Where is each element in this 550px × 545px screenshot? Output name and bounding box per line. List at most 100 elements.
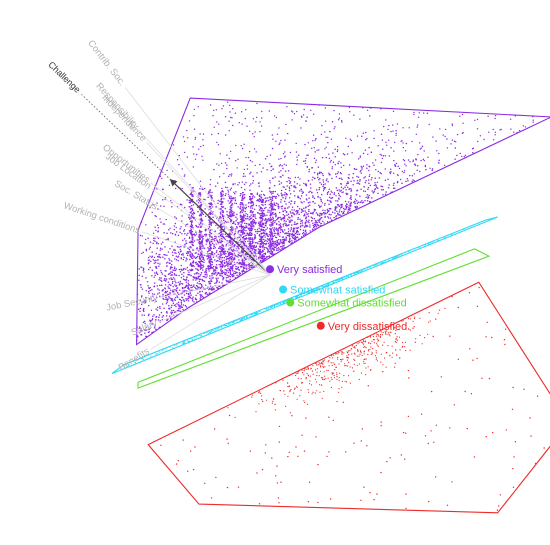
point-very-satisfied	[141, 252, 143, 255]
point-very-dissatisfied	[374, 355, 377, 357]
point-very-satisfied	[160, 277, 162, 279]
point-very-dissatisfied	[363, 362, 365, 364]
point-very-satisfied	[240, 223, 242, 226]
point-very-satisfied	[212, 256, 215, 259]
point-very-satisfied	[241, 204, 244, 206]
point-very-satisfied	[182, 308, 184, 311]
point-very-satisfied	[189, 246, 192, 248]
point-very-satisfied	[264, 253, 267, 255]
point-very-satisfied	[262, 249, 264, 251]
point-very-satisfied	[249, 159, 252, 162]
point-very-satisfied	[229, 275, 232, 278]
point-very-satisfied	[328, 203, 330, 206]
point-very-satisfied	[223, 252, 225, 254]
point-very-satisfied	[273, 230, 275, 233]
point-very-satisfied	[424, 164, 426, 167]
point-very-satisfied	[243, 226, 246, 229]
point-very-satisfied	[260, 210, 262, 212]
point-very-satisfied	[142, 251, 145, 254]
point-very-satisfied	[362, 107, 364, 109]
point-very-satisfied	[303, 182, 305, 185]
point-very-satisfied	[185, 292, 188, 295]
point-very-satisfied	[223, 172, 225, 175]
point-somewhat-satisfied	[370, 265, 372, 267]
point-very-satisfied	[185, 297, 187, 300]
point-very-dissatisfied	[332, 362, 334, 364]
point-very-satisfied	[483, 138, 485, 141]
point-very-satisfied	[245, 156, 247, 159]
point-very-satisfied	[199, 205, 202, 207]
point-very-satisfied	[230, 263, 232, 265]
point-very-satisfied	[446, 138, 448, 140]
point-very-satisfied	[371, 197, 373, 199]
point-very-satisfied	[239, 207, 241, 209]
point-very-satisfied	[175, 226, 177, 229]
point-very-satisfied	[217, 132, 220, 135]
point-very-satisfied	[334, 126, 336, 128]
point-very-satisfied	[183, 271, 185, 274]
point-very-satisfied	[347, 201, 350, 203]
point-very-satisfied	[322, 190, 325, 192]
point-very-satisfied	[249, 211, 252, 213]
point-very-satisfied	[232, 197, 234, 199]
point-very-satisfied	[172, 302, 175, 304]
point-very-satisfied	[309, 224, 311, 226]
point-somewhat-satisfied	[366, 267, 369, 269]
point-very-satisfied	[272, 235, 275, 237]
point-somewhat-satisfied	[182, 342, 184, 345]
point-very-satisfied	[351, 152, 353, 154]
point-very-satisfied	[300, 209, 303, 211]
point-very-satisfied	[157, 237, 160, 240]
point-very-satisfied	[218, 176, 221, 178]
point-very-satisfied	[270, 207, 273, 209]
point-very-satisfied	[170, 232, 172, 234]
point-very-satisfied	[148, 259, 151, 261]
point-very-satisfied	[210, 202, 212, 204]
point-very-dissatisfied	[361, 354, 363, 357]
point-very-satisfied	[388, 155, 391, 157]
point-very-satisfied	[153, 256, 156, 259]
point-very-satisfied	[174, 249, 177, 251]
point-very-satisfied	[266, 219, 268, 221]
point-very-satisfied	[182, 275, 185, 277]
point-very-satisfied	[380, 133, 383, 136]
point-somewhat-satisfied	[213, 331, 215, 333]
point-very-satisfied	[262, 260, 265, 262]
point-very-satisfied	[222, 193, 224, 196]
point-very-satisfied	[269, 209, 271, 212]
point-very-satisfied	[532, 121, 534, 123]
point-very-dissatisfied	[337, 353, 339, 355]
point-very-satisfied	[245, 245, 248, 248]
point-very-satisfied	[249, 197, 251, 199]
hull-somewhat-satisfied	[111, 216, 498, 375]
point-very-satisfied	[245, 206, 248, 209]
point-very-satisfied	[392, 187, 395, 189]
point-very-satisfied	[174, 180, 176, 182]
point-very-satisfied	[338, 198, 340, 200]
point-very-satisfied	[211, 191, 213, 194]
point-very-satisfied	[510, 128, 512, 130]
point-very-satisfied	[190, 241, 193, 243]
point-somewhat-satisfied	[256, 313, 258, 315]
point-very-satisfied	[217, 253, 219, 256]
point-very-satisfied	[397, 180, 399, 183]
point-very-satisfied	[355, 193, 358, 196]
point-very-satisfied	[288, 187, 291, 190]
point-very-satisfied	[246, 125, 248, 127]
point-very-satisfied	[235, 144, 237, 147]
point-very-satisfied	[238, 268, 240, 271]
point-very-satisfied	[271, 205, 274, 208]
point-very-satisfied	[284, 246, 286, 249]
point-somewhat-satisfied	[373, 266, 375, 268]
point-very-satisfied	[149, 241, 152, 243]
point-very-satisfied	[173, 273, 176, 275]
point-very-dissatisfied	[319, 370, 322, 372]
point-very-satisfied	[354, 198, 357, 200]
point-very-satisfied	[272, 232, 274, 234]
point-very-satisfied	[250, 214, 252, 216]
point-very-dissatisfied	[320, 365, 322, 367]
point-very-satisfied	[292, 111, 294, 113]
point-very-satisfied	[348, 207, 350, 209]
point-very-satisfied	[198, 241, 201, 243]
point-very-satisfied	[137, 308, 140, 310]
